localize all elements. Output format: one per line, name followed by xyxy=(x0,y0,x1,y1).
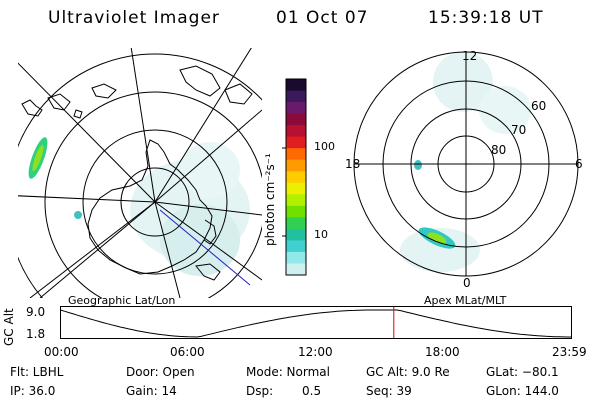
mlt-label-0: 0 xyxy=(463,276,471,290)
info-dsp-label: Dsp: xyxy=(246,384,274,398)
info-filter: Flt: LBHL xyxy=(10,365,64,379)
info-dsp-value: 0.5 xyxy=(302,384,322,398)
info-glat: GLat: −80.1 xyxy=(486,365,559,379)
timeline-xtick-2359: 23:59 xyxy=(552,345,587,359)
geo-lat-circles xyxy=(18,53,262,298)
magnetic-polar-plot: 12 18 6 0 60 70 80 xyxy=(345,49,583,290)
timeline-frame xyxy=(60,306,572,339)
colorbar-swatch xyxy=(286,90,306,103)
timeline-ytick-9: 9.0 xyxy=(26,305,46,319)
timeline-xtick-1200: 12:00 xyxy=(298,345,333,359)
geo-panel-label: Geographic Lat/Lon xyxy=(68,294,176,307)
timeline-plot xyxy=(60,306,572,339)
colorbar-swatch xyxy=(286,205,306,218)
colorbar-swatch xyxy=(286,194,306,207)
instrument-title: Ultraviolet Imager xyxy=(48,8,220,28)
time-label: 15:39:18 UT xyxy=(428,8,544,28)
colorbar-swatch xyxy=(286,217,306,230)
colorbar-swatch xyxy=(286,102,306,115)
geo-track-line xyxy=(159,209,251,286)
colorbar-swatch xyxy=(286,136,306,149)
mag-mlt-lines xyxy=(354,52,578,276)
timeline-ylabel: GC Alt xyxy=(2,308,16,346)
timeline-xtick-1800: 18:00 xyxy=(425,345,460,359)
colorbar xyxy=(282,78,307,276)
colorbar-swatch xyxy=(286,113,306,126)
info-gain: Gain: 14 xyxy=(126,384,177,398)
mlt-label-18: 18 xyxy=(345,157,360,171)
colorbar-swatch xyxy=(286,79,306,92)
mlat-label-60: 60 xyxy=(531,99,546,113)
colorbar-tick-label-100: 100 xyxy=(314,140,335,153)
geo-aurora-patch xyxy=(28,137,82,219)
colorbar-swatch xyxy=(286,171,306,184)
colorbar-swatch xyxy=(286,251,306,264)
colorbar-swatch xyxy=(286,148,306,161)
geographic-polar-plot xyxy=(18,48,262,298)
info-glon: GLon: 144.0 xyxy=(486,384,559,398)
info-ip: IP: 36.0 xyxy=(10,384,56,398)
mag-aurora-patch xyxy=(414,160,456,249)
info-mode: Mode: Normal xyxy=(246,365,330,379)
timeline-altitude-curve xyxy=(60,309,572,338)
info-gc-alt: GC Alt: 9.0 Re xyxy=(366,365,450,379)
info-door: Door: Open xyxy=(126,365,195,379)
mag-panel-label: Apex MLat/MLT xyxy=(424,294,507,307)
colorbar-frame xyxy=(285,78,307,276)
date-label: 01 Oct 07 xyxy=(276,8,369,28)
colorbar-swatch xyxy=(286,263,306,276)
colorbar-swatch xyxy=(286,125,306,138)
colorbar-swatch xyxy=(286,182,306,195)
mlt-label-12: 12 xyxy=(462,49,477,63)
timeline-xtick-0600: 06:00 xyxy=(170,345,205,359)
colorbar-swatch xyxy=(286,159,306,172)
geo-coastlines xyxy=(21,65,253,281)
mlat-label-80: 80 xyxy=(491,143,506,157)
mlat-label-70: 70 xyxy=(511,123,526,137)
colorbar-tick-label-10: 10 xyxy=(314,228,328,241)
geo-aurora-wash xyxy=(130,142,250,276)
mag-aurora-wash xyxy=(400,52,531,272)
colorbar-swatch xyxy=(286,228,306,241)
timeline-xtick-0000: 00:00 xyxy=(44,345,79,359)
timeline-ytick-1.8: 1.8 xyxy=(26,327,46,341)
colorbar-unit-label: photon cm⁻²s⁻¹ xyxy=(263,153,277,246)
info-seq: Seq: 39 xyxy=(366,384,412,398)
colorbar-swatch xyxy=(286,240,306,253)
mlt-label-6: 6 xyxy=(575,157,583,171)
